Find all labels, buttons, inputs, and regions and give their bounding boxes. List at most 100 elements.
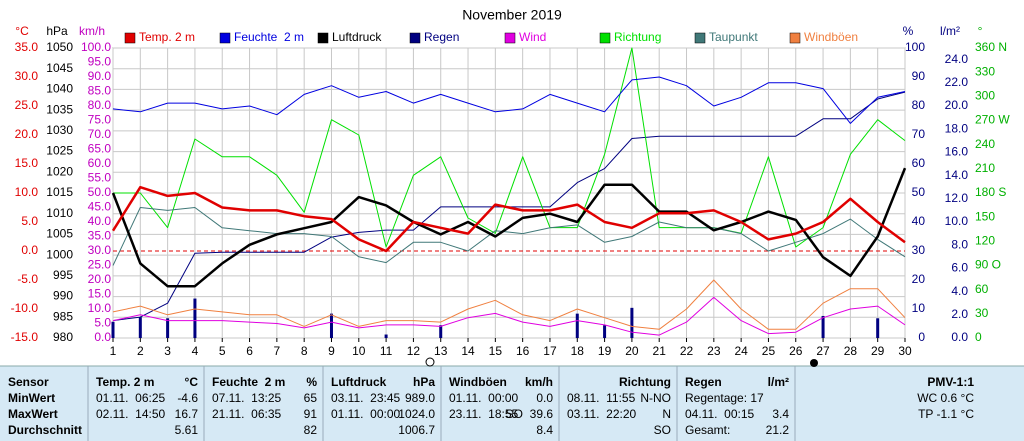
y-tick-label: 995	[53, 268, 73, 282]
y-tick-label: 35.0	[15, 40, 39, 54]
y-tick-label: 18.0	[945, 121, 969, 135]
x-tick-label: 21	[653, 344, 667, 358]
y-tick-label: 10	[912, 301, 926, 315]
table-cell: hPa	[413, 375, 435, 389]
table-cell: 03.11. 22:20	[567, 407, 636, 421]
rain-bar	[329, 313, 333, 338]
row-label: Durchschnitt	[8, 423, 82, 437]
series-line	[113, 47, 906, 248]
table-cell: Windböen	[449, 375, 507, 389]
x-tick-label: 22	[680, 344, 694, 358]
legend-label: Richtung	[614, 30, 661, 44]
x-tick-label: 15	[489, 344, 503, 358]
y-tick-label: 0.0	[21, 243, 38, 257]
rain-bar	[111, 321, 115, 338]
legend-label: Regen	[424, 30, 459, 44]
x-tick-label: 29	[871, 344, 885, 358]
y-tick-label: 25.0	[88, 258, 112, 272]
rain-bar	[138, 317, 142, 338]
y-tick-label: 2.0	[951, 307, 968, 321]
table-cell: 07.11. 13:25	[212, 391, 281, 405]
y-tick-label: 95.0	[88, 55, 112, 69]
table-cell: Temp. 2 m	[96, 375, 154, 389]
table-cell: Feuchte 2 m	[212, 375, 285, 389]
x-tick-label: 6	[246, 344, 253, 358]
table-cell: Richtung	[619, 375, 671, 389]
y-tick-label: 1015	[46, 185, 73, 199]
table-cell: SO	[506, 407, 523, 421]
y-tick-label: 210	[975, 161, 995, 175]
x-tick-label: 24	[734, 344, 748, 358]
y-tick-label: 80	[912, 98, 926, 112]
table-cell: km/h	[525, 375, 553, 389]
y-tick-label: 300	[975, 89, 995, 103]
legend-label: Windböen	[804, 30, 858, 44]
y-tick-label: 100.0	[81, 40, 111, 54]
y-tick-label: 20.0	[15, 127, 39, 141]
y-tick-label: 1005	[46, 227, 73, 241]
table-cell: l/m²	[768, 375, 789, 389]
y-tick-label: 980	[53, 330, 73, 344]
y-tick-label: 10.0	[15, 185, 39, 199]
axis-title: hPa	[46, 24, 68, 38]
row-label: MaxWert	[8, 407, 58, 421]
rain-bar	[630, 307, 634, 338]
legend-swatch	[694, 32, 706, 44]
y-tick-label: 150	[975, 209, 995, 223]
y-tick-label: 0.0	[94, 330, 111, 344]
table-cell: 01.11. 00:00	[331, 407, 400, 421]
y-tick-label: 25.0	[15, 98, 39, 112]
legend-label: Feuchte 2 m	[234, 30, 304, 44]
y-tick-label: 16.0	[945, 145, 969, 159]
y-tick-label: 1040	[46, 82, 73, 96]
table-cell: 1006.7	[398, 423, 435, 437]
chart-title: November 2019	[462, 7, 562, 23]
rain-bar	[166, 318, 170, 338]
series-line	[111, 185, 906, 253]
table-cell: 91	[304, 407, 318, 421]
y-tick-label: 14.0	[945, 168, 969, 182]
y-tick-label: 5.0	[21, 214, 38, 228]
y-tick-label: 1000	[46, 247, 73, 261]
table-cell: 03.11. 23:45	[331, 391, 400, 405]
y-tick-label: 0.0	[951, 330, 968, 344]
y-tick-label: 45.0	[88, 200, 112, 214]
y-tick-label: 360 N	[975, 40, 1007, 54]
y-tick-label: 12.0	[945, 191, 969, 205]
y-tick-label: 85.0	[88, 84, 112, 98]
y-tick-label: 50	[912, 185, 926, 199]
series-line	[112, 279, 906, 330]
x-tick-label: 11	[380, 344, 393, 358]
x-tick-label: 13	[434, 344, 448, 358]
y-tick-label: 40	[912, 214, 926, 228]
table-panel	[0, 366, 1024, 441]
table-cell: WC 0.6 °C	[917, 391, 974, 405]
y-tick-label: 60	[975, 282, 989, 296]
table-cell: TP -1.1 °C	[918, 407, 974, 421]
x-tick-label: 19	[598, 344, 612, 358]
legend-swatch	[124, 32, 136, 44]
legend-label: Taupunkt	[709, 30, 758, 44]
table-cell: 23.11. 18:55	[449, 407, 518, 421]
x-tick-label: 8	[301, 344, 308, 358]
table-cell: -4.6	[177, 391, 198, 405]
x-tick-label: 10	[352, 344, 366, 358]
table-cell: Gesamt:	[685, 423, 730, 437]
y-tick-label: 1025	[46, 144, 73, 158]
table-cell: 82	[304, 423, 318, 437]
rain-bar	[384, 334, 388, 338]
y-tick-label: 1010	[46, 206, 73, 220]
rain-bar	[193, 298, 197, 338]
table-cell: 1024.0	[398, 407, 435, 421]
legend-swatch	[219, 32, 231, 44]
y-tick-label: -10.0	[11, 301, 39, 315]
y-tick-label: 20.0	[88, 272, 112, 286]
axis-title: °	[978, 24, 983, 38]
y-tick-label: 50.0	[88, 185, 112, 199]
table-cell: 02.11. 14:50	[96, 407, 165, 421]
y-tick-label: 1035	[46, 102, 73, 116]
axis-title: °C	[15, 24, 29, 38]
y-tick-label: 40.0	[88, 214, 112, 228]
x-tick-label: 1	[110, 344, 117, 358]
x-tick-label: 23	[707, 344, 721, 358]
